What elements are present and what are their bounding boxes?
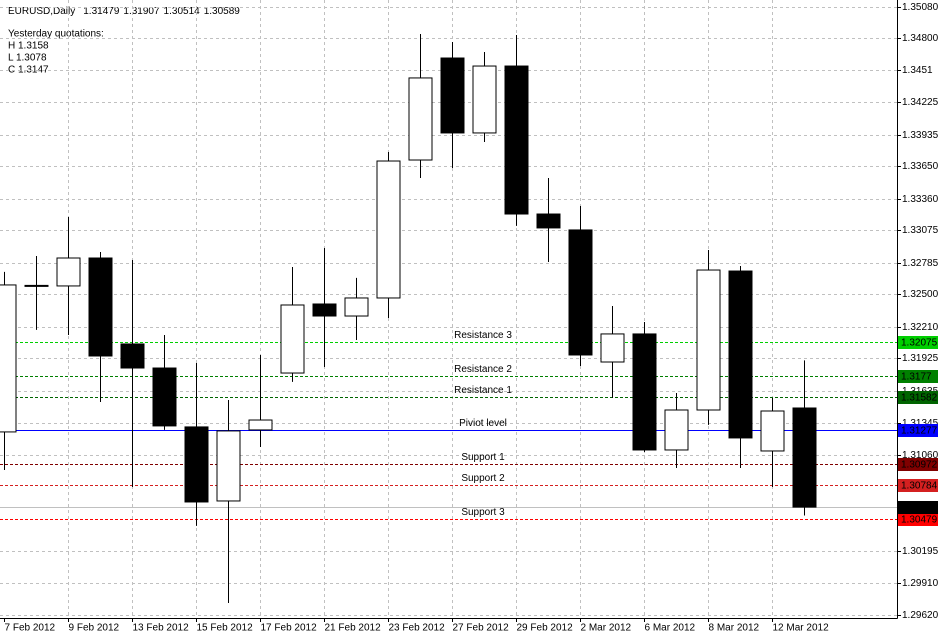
y-tick-label: 1.35080 <box>902 2 939 13</box>
candle-body <box>568 229 593 356</box>
candle-body <box>536 213 561 229</box>
candle-body <box>728 270 753 439</box>
y-tick-label: 1.31925 <box>902 353 939 364</box>
candle-body <box>248 419 273 431</box>
price-box <box>898 370 938 383</box>
chart-title: EURUSD,Daily 1.31479 1.31907 1.30514 1.30589 <box>8 6 240 17</box>
yesterday-title: Yesterday quotations: <box>8 29 104 40</box>
candle-body <box>56 257 81 287</box>
x-tick-label: 7 Feb 2012 <box>5 623 56 634</box>
candle-body <box>792 407 817 508</box>
candle-body <box>408 77 433 161</box>
price-box-label: 1.30589 <box>901 503 938 514</box>
candle-body <box>184 426 209 503</box>
x-tick-label: 12 Mar 2012 <box>773 623 830 634</box>
quote: 1.31907 <box>123 6 160 17</box>
x-tick-label: 6 Mar 2012 <box>645 623 696 634</box>
level-label: Resistance 1 <box>454 385 512 396</box>
y-tick-label: 1.34225 <box>902 97 939 108</box>
level-label: Resistance 3 <box>454 330 512 341</box>
level-label: Support 1 <box>461 452 505 463</box>
x-tick-label: 9 Feb 2012 <box>69 623 120 634</box>
price-box <box>898 424 938 437</box>
x-tick-label: 21 Feb 2012 <box>325 623 382 634</box>
candle-body <box>696 269 721 411</box>
y-tick-label: 1.29620 <box>902 610 939 621</box>
y-tick-label: 1.33075 <box>902 225 939 236</box>
price-box-label: 1.31277 <box>901 426 938 437</box>
candle-body <box>24 284 49 287</box>
candle-body <box>376 160 401 299</box>
price-box-label: 1.30972 <box>901 460 938 471</box>
yesterday-line: H 1.3158 <box>8 41 49 52</box>
level-label: Support 2 <box>461 473 505 484</box>
candle-body <box>0 284 17 433</box>
candle-body <box>120 343 145 369</box>
price-box <box>898 391 938 404</box>
y-tick-label: 1.31060 <box>902 450 939 461</box>
x-tick-label: 17 Feb 2012 <box>261 623 318 634</box>
price-box <box>898 501 938 514</box>
y-tick-label: 1.32210 <box>902 322 939 333</box>
y-tick-label: 1.32785 <box>902 258 939 269</box>
price-box <box>898 479 938 492</box>
price-box-label: 1.30784 <box>901 481 938 492</box>
candle-body <box>152 367 177 427</box>
price-box-label: 1.31582 <box>901 393 938 404</box>
quote: 1.30514 <box>164 6 201 17</box>
y-tick-label: 1.34800 <box>902 33 939 44</box>
price-box-label: 1.3177 <box>901 372 932 383</box>
y-tick-label: 1.31345 <box>902 418 939 429</box>
candle-body <box>312 303 337 317</box>
quote: 1.31479 <box>83 6 120 17</box>
candle-body <box>280 304 305 374</box>
candle-body <box>88 257 113 357</box>
x-tick-label: 27 Feb 2012 <box>453 623 510 634</box>
x-tick-label: 13 Feb 2012 <box>133 623 190 634</box>
yesterday-line: C 1.3147 <box>8 65 49 76</box>
x-tick-label: 23 Feb 2012 <box>389 623 446 634</box>
quote: 1.30589 <box>204 6 241 17</box>
y-tick-label: 1.33360 <box>902 194 939 205</box>
x-tick-label: 8 Mar 2012 <box>709 623 760 634</box>
candle-body <box>344 297 369 317</box>
candle-body <box>216 430 241 502</box>
price-box-label: 1.30479 <box>901 515 938 526</box>
candle-body <box>440 57 465 134</box>
candle-body <box>632 333 657 451</box>
y-tick-label: 1.33650 <box>902 161 939 172</box>
y-tick-label: 1.29910 <box>902 578 939 589</box>
candle-body <box>600 333 625 363</box>
price-box <box>898 458 938 471</box>
level-label: Support 3 <box>461 507 505 518</box>
symbol: EURUSD,Daily <box>8 6 75 17</box>
price-box <box>898 513 938 526</box>
price-box <box>898 336 938 349</box>
x-tick-label: 2 Mar 2012 <box>581 623 632 634</box>
level-label: Resistance 2 <box>454 364 512 375</box>
yesterday-line: L 1.3078 <box>8 53 47 64</box>
y-tick-label: 1.33935 <box>902 130 939 141</box>
y-tick-label: 1.30195 <box>902 546 939 557</box>
y-tick-label: 1.3451 <box>902 65 933 76</box>
candle-body <box>472 65 497 134</box>
candle-body <box>664 409 689 451</box>
y-tick-label: 1.32500 <box>902 289 939 300</box>
level-label: Piviot level <box>459 418 507 429</box>
price-box-label: 1.32075 <box>901 338 938 349</box>
x-tick-label: 15 Feb 2012 <box>197 623 254 634</box>
candle-body <box>760 410 785 452</box>
x-tick-label: 29 Feb 2012 <box>517 623 574 634</box>
candle-body <box>504 65 529 215</box>
